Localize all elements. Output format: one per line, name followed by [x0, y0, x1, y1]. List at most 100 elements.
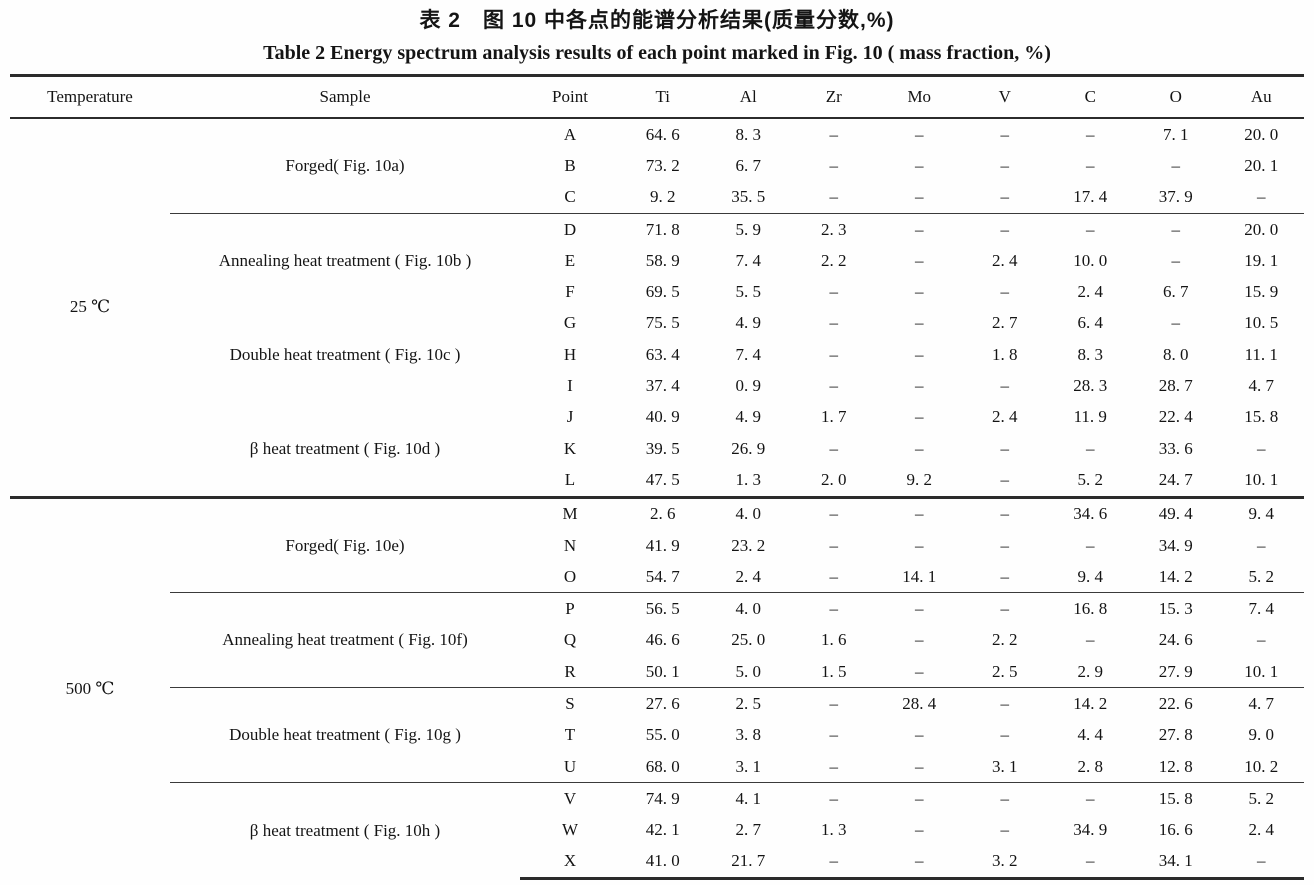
- cell-c: 17. 4: [1073, 187, 1108, 207]
- column-header-o: O: [1133, 74, 1219, 119]
- cell-o: 34. 9: [1158, 535, 1193, 555]
- sample-cell: Forged( Fig. 10e): [170, 495, 520, 593]
- cell-c: 2. 9: [1077, 661, 1104, 681]
- cell-o: 24. 7: [1158, 469, 1193, 489]
- table-row-point-i: I 37. 4 0. 9 – – – 28. 3 28. 7 4. 7: [10, 370, 1304, 401]
- table-row-point-w: W 42. 1 2. 7 1. 3 – – 34. 9 16. 6 2. 4: [10, 815, 1304, 846]
- cell-au: –: [1257, 438, 1266, 458]
- table-row-point-r: R 50. 1 5. 0 1. 5 – 2. 5 2. 9 27. 9 10. 1: [10, 656, 1304, 688]
- point-cell: K: [563, 438, 577, 458]
- cell-al: 8. 3: [735, 124, 762, 144]
- cell-v: –: [962, 687, 1048, 720]
- point-cell: I: [567, 376, 573, 396]
- cell-au: –: [1257, 535, 1266, 555]
- cell-ti: 75. 5: [645, 313, 680, 333]
- cell-al: 4. 0: [705, 592, 791, 625]
- cell-mo: –: [915, 535, 924, 555]
- cell-o: 22. 4: [1158, 407, 1193, 427]
- cell-mo: –: [876, 845, 962, 881]
- point-cell: X: [520, 845, 620, 881]
- cell-o: 15. 3: [1133, 592, 1219, 625]
- cell-o: 16. 6: [1158, 820, 1193, 840]
- table-row-point-l: L 47. 5 1. 3 2. 0 9. 2 – 5. 2 24. 7 10. 1: [10, 464, 1304, 497]
- cell-v: –: [1000, 438, 1010, 458]
- table-row-point-t: T 55. 0 3. 8 – – – 4. 4 27. 8 9. 0: [10, 720, 1304, 751]
- table-title-english: Table 2 Energy spectrum analysis results…: [263, 42, 1051, 64]
- cell-c: 14. 2: [1047, 687, 1133, 720]
- cell-o: –: [1171, 155, 1181, 175]
- cell-o: –: [1171, 313, 1181, 333]
- cell-c: –: [1086, 535, 1095, 555]
- table-title-chinese: 表 2 图 10 中各点的能谱分析结果(质量分数,%): [419, 9, 895, 32]
- point-cell: U: [563, 756, 577, 776]
- cell-ti: 37. 4: [645, 376, 680, 396]
- cell-au: 4. 7: [1248, 376, 1275, 396]
- cell-mo: –: [915, 661, 924, 681]
- cell-mo: –: [876, 212, 962, 246]
- table-row-point-n: N 41. 9 23. 2 – – – – 34. 9 –: [10, 530, 1304, 561]
- column-header-ti: Ti: [620, 74, 706, 119]
- point-cell: G: [563, 313, 577, 333]
- table-row-point-o: O 54. 7 2. 4 – 14. 1 – 9. 4 14. 2 5. 2: [10, 561, 1304, 593]
- cell-zr: –: [829, 344, 839, 364]
- point-cell: S: [520, 687, 620, 720]
- point-cell: V: [520, 782, 620, 815]
- cell-al: 7. 4: [735, 344, 762, 364]
- point-cell: D: [520, 212, 620, 246]
- cell-v: –: [1000, 566, 1010, 586]
- cell-o: 15. 8: [1133, 782, 1219, 815]
- table-row-point-v: β heat treatment ( Fig. 10h ) V 74. 9 4. 1–…: [10, 782, 1304, 879]
- column-header-zr: Zr: [791, 74, 877, 119]
- cell-au: –: [1218, 845, 1304, 881]
- cell-al: 26. 9: [731, 438, 766, 458]
- cell-mo: –: [915, 282, 924, 302]
- cell-mo: –: [915, 376, 924, 396]
- cell-au: 5. 2: [1218, 782, 1304, 815]
- cell-ti: 42. 1: [645, 820, 680, 840]
- cell-ti: 73. 2: [645, 155, 680, 175]
- cell-au: 2. 4: [1248, 820, 1275, 840]
- cell-mo: –: [876, 495, 962, 530]
- cell-mo: –: [915, 820, 924, 840]
- cell-v: –: [1000, 376, 1010, 396]
- table-row-point-e: E 58. 9 7. 4 2. 2 – 2. 4 10. 0 – 19. 1: [10, 245, 1304, 276]
- cell-zr: –: [791, 495, 877, 530]
- cell-ti: 64. 6: [645, 124, 680, 144]
- cell-c: –: [1047, 845, 1133, 881]
- cell-au: 19. 1: [1244, 250, 1279, 270]
- cell-v: 1. 8: [992, 344, 1018, 364]
- cell-zr: –: [829, 282, 839, 302]
- cell-al: 35. 5: [731, 187, 766, 207]
- cell-ti: 54. 7: [645, 566, 680, 586]
- cell-v: –: [1000, 124, 1010, 144]
- table-row-point-c: C 9. 2 35. 5 – – – 17. 4 37. 9 –: [10, 182, 1304, 214]
- cell-mo: –: [915, 313, 924, 333]
- cell-al: 3. 8: [735, 725, 762, 745]
- cell-c: –: [1047, 782, 1133, 815]
- point-cell: A: [563, 124, 577, 144]
- point-cell: W: [561, 820, 579, 840]
- cell-au: 10. 1: [1244, 469, 1279, 489]
- point-cell: E: [564, 250, 576, 270]
- table-row-point-b: B 73. 2 6. 7 – – – – – 20. 1: [10, 150, 1304, 181]
- cell-ti: 58. 9: [645, 250, 680, 270]
- cell-o: 49. 4: [1133, 495, 1219, 530]
- cell-c: 2. 8: [1077, 756, 1104, 776]
- cell-ti: 27. 6: [620, 687, 706, 720]
- cell-al: 1. 3: [735, 469, 762, 489]
- cell-mo: –: [915, 187, 924, 207]
- cell-v: 3. 2: [962, 845, 1048, 881]
- cell-al: 5. 0: [735, 661, 762, 681]
- cell-o: 28. 7: [1158, 376, 1193, 396]
- cell-c: 34. 9: [1073, 820, 1108, 840]
- cell-c: 28. 3: [1073, 376, 1108, 396]
- cell-zr: –: [829, 438, 839, 458]
- cell-mo: –: [915, 344, 924, 364]
- cell-mo: –: [915, 407, 924, 427]
- cell-zr: –: [829, 187, 839, 207]
- cell-mo: 28. 4: [876, 687, 962, 720]
- cell-o: –: [1133, 212, 1219, 246]
- point-cell: Q: [563, 630, 577, 650]
